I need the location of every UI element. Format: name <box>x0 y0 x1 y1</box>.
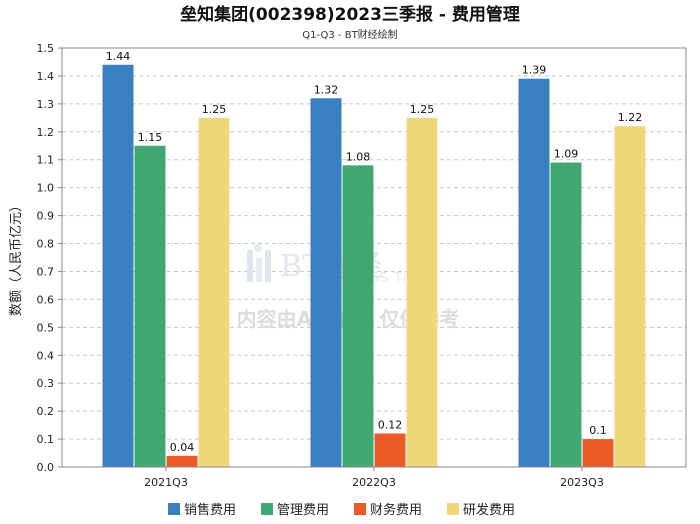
y-tick-label: 0.5 <box>37 321 55 334</box>
legend-swatch <box>168 503 180 515</box>
x-tick-label: 2023Q3 <box>560 476 604 489</box>
legend-swatch <box>354 503 366 515</box>
bar <box>550 162 582 467</box>
y-tick-label: 0.1 <box>37 433 55 446</box>
bar <box>614 126 646 468</box>
bar <box>518 78 550 467</box>
data-label: 1.09 <box>554 148 579 161</box>
legend-item-label: 销售费用 <box>184 502 236 518</box>
bar <box>582 439 614 467</box>
bar <box>374 433 406 467</box>
y-tick-label: 1.4 <box>37 70 55 83</box>
y-tick-label: 0.6 <box>37 293 55 306</box>
data-labels: 1.44 1.15 0.04 1.25 1.32 1.08 0.12 1.25 1.39 1.09… <box>106 50 643 454</box>
y-tick-label: 1.5 <box>37 42 55 55</box>
y-tick-label: 1.3 <box>37 98 55 111</box>
bars <box>102 64 646 468</box>
legend: 销售费用 管理费用 财务费用 研发费用 <box>168 502 515 518</box>
bar <box>102 64 134 467</box>
y-tick-label: 0.3 <box>37 377 55 390</box>
chart-title: 垒知集团(002398)2023三季报 - 费用管理 <box>180 4 520 25</box>
watermark-logo-icon <box>247 244 271 282</box>
data-label: 1.22 <box>618 111 643 124</box>
data-label: 0.04 <box>170 441 195 454</box>
chart-subtitle: Q1-Q3 - BT财经绘制 <box>302 28 397 41</box>
y-tick-label: 0.2 <box>37 405 55 418</box>
legend-item-label: 研发费用 <box>463 502 515 518</box>
data-label: 1.25 <box>202 103 227 116</box>
data-label: 1.39 <box>522 64 547 77</box>
x-tick-label: 2021Q3 <box>144 476 188 489</box>
y-tick-label: 0.7 <box>37 265 55 278</box>
legend-item-label: 管理费用 <box>277 503 329 518</box>
bar <box>406 117 438 467</box>
data-label: 1.15 <box>138 131 163 144</box>
y-tick-label: 0.0 <box>37 461 55 474</box>
y-axis-label: 数额（人民币亿元） <box>9 199 24 316</box>
data-label: 1.25 <box>410 103 435 116</box>
legend-swatch <box>261 503 273 515</box>
y-tick-label: 0.4 <box>37 349 55 362</box>
bar <box>342 165 374 467</box>
legend-swatch <box>447 503 459 515</box>
data-label: 0.1 <box>589 424 607 437</box>
bar <box>198 117 230 467</box>
bar <box>166 455 198 467</box>
y-axis-ticks: 0.0 0.1 0.2 0.3 0.4 0.5 0.6 0.7 0.8 0.9 1.0 1.1 1.2 1… <box>37 42 62 474</box>
data-label: 1.44 <box>106 50 131 63</box>
x-tick-label: 2022Q3 <box>352 476 396 489</box>
y-tick-label: 0.9 <box>37 210 55 223</box>
data-label: 0.12 <box>378 418 403 431</box>
y-tick-label: 0.8 <box>37 238 55 251</box>
data-label: 1.32 <box>314 83 339 96</box>
x-axis-ticks: 2021Q3 2022Q3 2023Q3 <box>144 467 604 489</box>
bar <box>134 145 166 467</box>
y-tick-label: 1.0 <box>37 182 55 195</box>
legend-item-label: 财务费用 <box>370 502 422 518</box>
bar <box>310 98 342 467</box>
y-tick-label: 1.2 <box>37 126 55 139</box>
y-tick-label: 1.1 <box>37 154 55 167</box>
grid-lines <box>62 75 686 440</box>
data-label: 1.08 <box>346 150 371 163</box>
